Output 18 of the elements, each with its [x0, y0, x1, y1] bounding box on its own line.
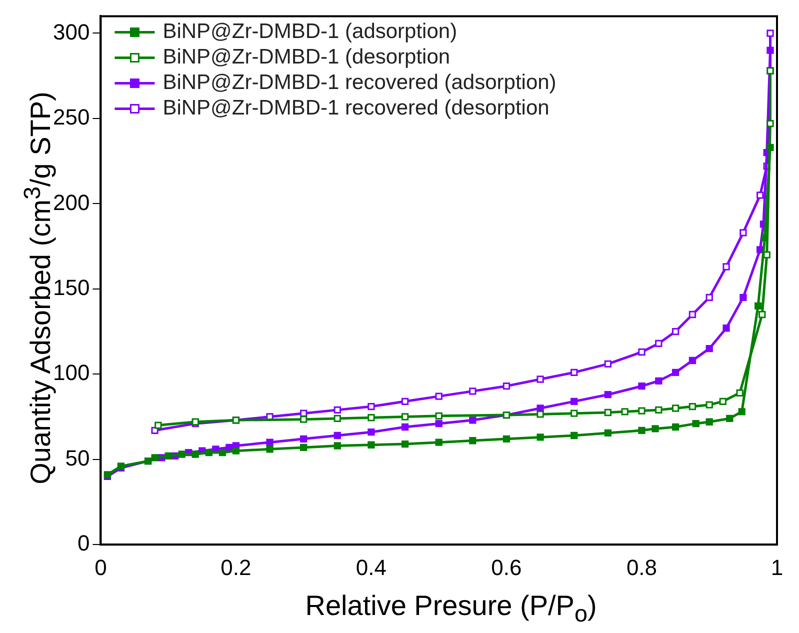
x-tick-label: 1	[770, 554, 784, 580]
legend-label: BiNP@Zr-DMBD-1 recovered (desorption	[162, 96, 550, 120]
y-tick-label: 300	[52, 19, 90, 44]
x-tick-label: 0.4	[356, 554, 387, 580]
x-tick-label: 0.8	[626, 554, 658, 580]
x-tick-label: 0	[94, 554, 107, 580]
legend-label: BiNP@Zr-DMBD-1 (desorption	[162, 45, 450, 68]
x-tick-label: 0.2	[220, 554, 252, 580]
legend-label: BiNP@Zr-DMBD-1 recovered (adsorption)	[162, 70, 556, 94]
y-tick-label: 150	[52, 274, 90, 300]
y-tick-label: 100	[52, 360, 90, 386]
y-tick-label: 250	[52, 104, 90, 130]
y-tick-label: 200	[52, 190, 90, 215]
legend-label: BiNP@Zr-DMBD-1 (adsorption)	[162, 20, 458, 43]
x-axis-title: Relative Presure (P/P$_{o}$)	[304, 590, 598, 628]
y-tick-label: 0	[77, 530, 90, 556]
y-tick-label: 50	[65, 445, 90, 470]
x-tick-label: 0.6	[491, 554, 522, 580]
